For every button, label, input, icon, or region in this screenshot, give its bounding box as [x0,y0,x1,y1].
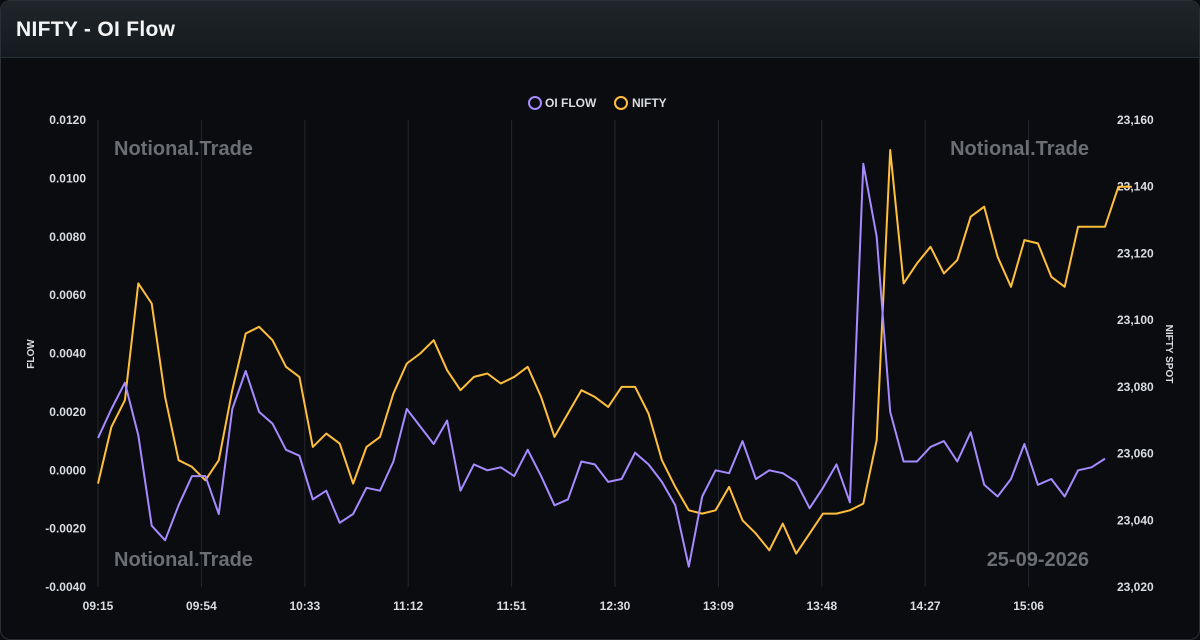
series-line-nifty [97,149,1132,555]
x-tick-label: 09:54 [186,599,217,613]
x-tick-label: 13:48 [806,599,837,613]
y2-tick-label: 23,020 [1117,580,1154,594]
series-line-oi-flow [97,162,1106,568]
legend-marker-nifty [614,96,628,110]
y2-axis-label: NIFTY SPOT [1163,325,1174,384]
y-tick-label: -0.0020 [45,522,86,536]
grid-lines [97,120,1030,587]
y2-tick-label: 23,160 [1117,113,1154,127]
x-tick-label: 09:15 [83,599,114,613]
legend-marker-oi-flow [528,96,542,110]
x-tick-label: 11:12 [393,599,423,613]
y-tick-label: 0.0100 [49,171,86,185]
watermark-date: 25-09-2026 [987,549,1089,571]
x-tick-label: 12:30 [600,599,631,613]
y2-tick-label: 23,100 [1117,313,1154,327]
x-tick-label: 10:33 [289,599,320,613]
legend-label-nifty: NIFTY [632,96,667,110]
y-tick-label: 0.0060 [49,288,86,302]
right-axis-ticks: 23,160 23,140 23,120 23,100 23,080 23,060 23,0… [1117,113,1154,594]
legend-item-nifty[interactable]: NIFTY [614,96,667,110]
y2-tick-label: 23,140 [1117,180,1154,194]
y-tick-label: 0.0080 [49,230,86,244]
y-axis-label: FLOW [26,339,37,369]
y-tick-label: 0.0040 [49,347,86,361]
y2-tick-label: 23,060 [1117,447,1154,461]
y-tick-label: -0.0040 [45,580,86,594]
watermark-bottom-left: Notional.Trade [114,549,253,571]
watermark-top-right: Notional.Trade [950,138,1089,160]
y2-tick-label: 23,040 [1117,513,1154,527]
legend-label-oi-flow: OI FLOW [545,96,597,110]
legend: OI FLOW NIFTY [528,96,667,110]
y-tick-label: 0.0000 [49,463,86,477]
y2-tick-label: 23,120 [1117,246,1154,260]
y2-tick-label: 23,080 [1117,380,1154,394]
legend-item-oi-flow[interactable]: OI FLOW [528,96,597,110]
watermark-top-left: Notional.Trade [114,138,253,160]
x-tick-label: 15:06 [1013,599,1044,613]
left-axis-ticks: 0.0120 0.0100 0.0080 0.0060 0.0040 0.0020 0.00… [45,113,86,594]
series-lines [97,149,1132,568]
panel-header: NIFTY - OI Flow [1,1,1199,58]
x-tick-label: 11:51 [497,599,527,613]
x-tick-label: 13:09 [703,599,734,613]
y-tick-label: 0.0020 [49,405,86,419]
x-tick-label: 14:27 [910,599,941,613]
x-axis-ticks: 09:15 09:54 10:33 11:12 11:51 12:30 13:09 13:48… [83,599,1045,613]
y-tick-label: 0.0120 [49,113,86,127]
page-title: NIFTY - OI Flow [16,18,176,41]
